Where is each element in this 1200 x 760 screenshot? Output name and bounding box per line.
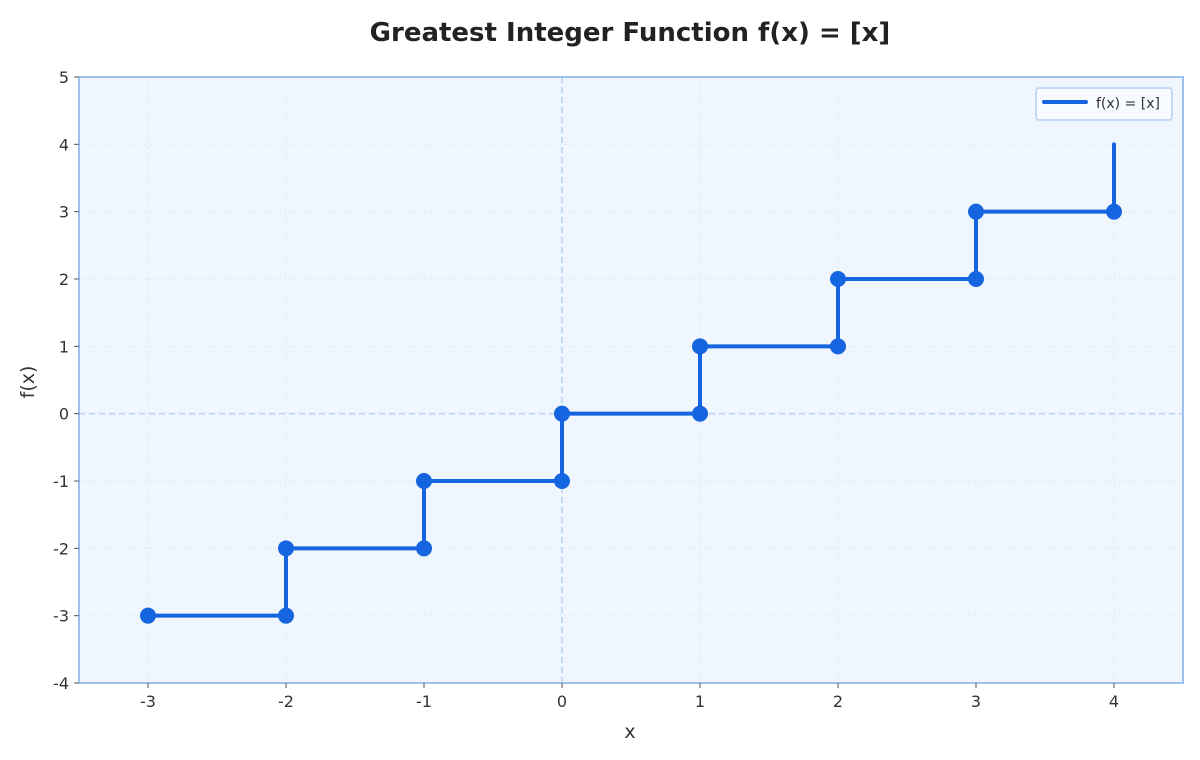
plot-border <box>78 76 1184 684</box>
data-point <box>140 607 156 624</box>
series-f-floor <box>140 142 1122 624</box>
x-tick-label: -2 <box>278 692 294 711</box>
y-axis-label: f(x) <box>17 366 39 399</box>
x-tick-label: -1 <box>416 692 432 711</box>
data-point <box>416 540 432 557</box>
data-point <box>692 338 708 355</box>
x-tick-label: 1 <box>695 692 705 711</box>
data-point <box>278 540 294 557</box>
y-tick-label: 1 <box>59 337 69 356</box>
x-axis-ticks: -3 -2 -1 0 1 2 3 4 <box>140 683 1119 711</box>
y-tick-label: -1 <box>53 472 69 491</box>
legend: f(x) = [x] <box>1035 87 1173 121</box>
data-point <box>830 271 846 287</box>
x-tick-label: 3 <box>971 692 981 711</box>
x-axis-label: x <box>624 721 635 743</box>
x-tick-label: 0 <box>557 692 567 711</box>
chart-title: Greatest Integer Function f(x) = [x] <box>370 18 891 48</box>
x-tick-label: 2 <box>833 692 843 711</box>
data-point <box>554 473 570 489</box>
plot-area <box>79 77 1183 683</box>
data-point <box>968 271 984 287</box>
y-axis-ticks: -4 -3 -2 -1 0 1 2 3 4 5 <box>53 68 79 693</box>
data-point <box>968 203 984 220</box>
data-point <box>692 405 708 422</box>
y-tick-label: 2 <box>59 270 69 289</box>
legend-label: f(x) = [x] <box>1096 96 1160 112</box>
x-tick-label: 4 <box>1109 692 1119 711</box>
data-point <box>830 338 846 355</box>
y-tick-label: -2 <box>53 539 69 558</box>
data-point <box>554 405 570 422</box>
y-tick-label: -4 <box>53 674 69 693</box>
data-point <box>1106 203 1122 220</box>
x-tick-label: -3 <box>140 692 156 711</box>
y-tick-label: 4 <box>59 135 69 154</box>
y-tick-label: 3 <box>59 203 69 222</box>
data-point <box>416 473 432 489</box>
data-point <box>278 607 294 624</box>
y-tick-label: -3 <box>53 607 69 626</box>
y-tick-label: 0 <box>59 405 69 424</box>
y-tick-label: 5 <box>59 68 69 87</box>
legend-box <box>1035 87 1173 121</box>
